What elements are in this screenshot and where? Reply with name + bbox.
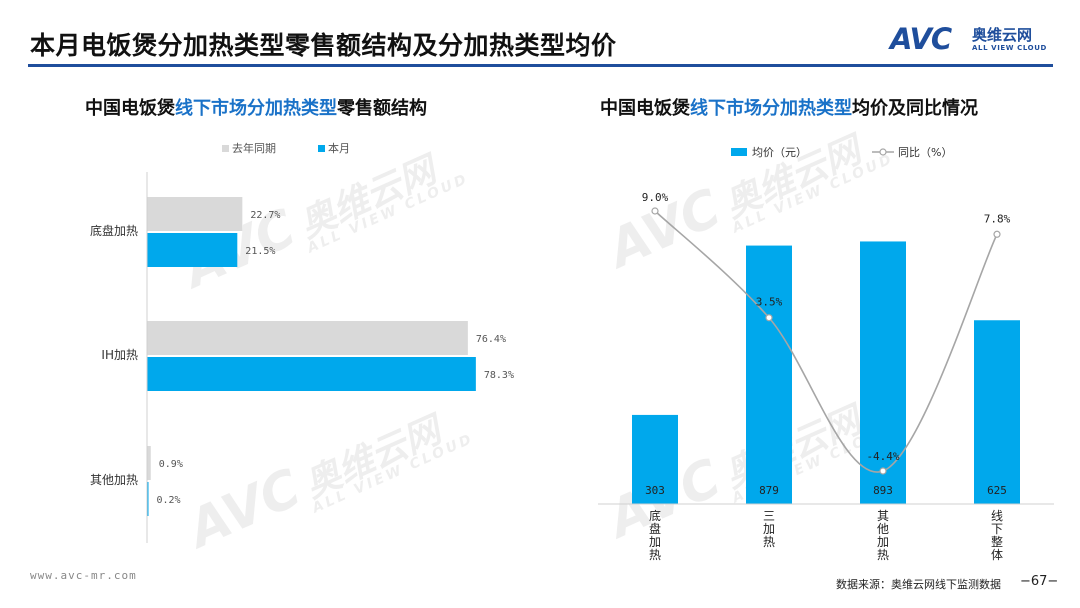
bar-current <box>147 482 149 516</box>
logo-name-cn: 奥维云网 <box>972 26 1033 44</box>
bar-last-year <box>147 321 468 355</box>
bar-avg-price <box>632 414 678 504</box>
bar-avg-price <box>860 241 906 504</box>
category-label: 其他加热 <box>90 473 138 487</box>
bar-avg-price <box>974 320 1020 504</box>
page-title: 本月电饭煲分加热类型零售额结构及分加热类型均价 <box>30 31 617 60</box>
data-label-current: 21.5% <box>245 246 275 257</box>
yoy-point <box>993 230 1001 238</box>
data-label-yoy: -4.4% <box>866 450 899 463</box>
category-label: 底盘加热 <box>90 223 138 238</box>
yoy-point <box>879 467 887 475</box>
bar-last-year <box>147 197 243 231</box>
logo-mark: AVC <box>890 22 952 56</box>
bar-last-year <box>147 446 151 480</box>
legend-swatch-current <box>318 145 325 152</box>
legend-label-last-year: 去年同期 <box>232 141 276 155</box>
bar-current <box>147 233 238 267</box>
title-divider <box>28 64 1053 67</box>
data-source: 数据来源：奥维云网线下监测数据 <box>836 578 1001 591</box>
category-label: 底盘加热 <box>649 508 661 562</box>
data-label-last-year: 22.7% <box>250 210 280 221</box>
data-label-avg-price: 303 <box>645 484 665 497</box>
left-chart-title: 中国电饭煲线下市场分加热类型零售额结构 <box>85 98 427 119</box>
data-label-avg-price: 893 <box>873 484 893 497</box>
category-label: 其他加热 <box>877 509 889 562</box>
data-label-yoy: 7.8% <box>984 212 1011 225</box>
category-label: 三加热 <box>763 509 775 549</box>
bar-current <box>147 357 476 391</box>
data-label-last-year: 0.9% <box>159 459 183 470</box>
retail-structure-bar-chart: 去年同期 本月 22.7% 21.5% 底盘加热 76.4% 78.3% IH加热 0.9% 0.… <box>90 141 514 543</box>
data-label-last-year: 76.4% <box>476 334 506 345</box>
bar-avg-price <box>746 245 792 504</box>
right-chart-title: 中国电饭煲线下市场分加热类型均价及同比情况 <box>600 98 978 119</box>
legend-label-yoy: 同比（%） <box>898 146 952 159</box>
legend-swatch-avg-price <box>731 148 747 156</box>
legend-label-current: 本月 <box>328 141 350 155</box>
yoy-point <box>765 314 773 322</box>
category-label: 线下整体 <box>991 509 1003 562</box>
data-label-yoy: 9.0% <box>642 191 669 204</box>
page-number: −67− <box>1020 574 1059 589</box>
footer-url[interactable]: www.avc-mr.com <box>30 569 137 582</box>
legend-marker-yoy <box>879 148 887 156</box>
logo-name-en: ALL VIEW CLOUD <box>972 44 1047 52</box>
avc-logo: AVC 奥维云网 ALL VIEW CLOUD <box>890 22 1060 58</box>
category-label: IH加热 <box>101 348 138 362</box>
legend-swatch-last-year <box>222 145 229 152</box>
data-label-avg-price: 879 <box>759 484 779 497</box>
data-label-current: 78.3% <box>484 370 514 381</box>
yoy-line <box>654 210 998 473</box>
data-label-yoy: 3.5% <box>756 296 783 309</box>
data-label-current: 0.2% <box>157 495 181 506</box>
yoy-point <box>651 207 659 215</box>
data-label-avg-price: 625 <box>987 484 1007 497</box>
legend-label-avg-price: 均价（元） <box>752 146 807 159</box>
